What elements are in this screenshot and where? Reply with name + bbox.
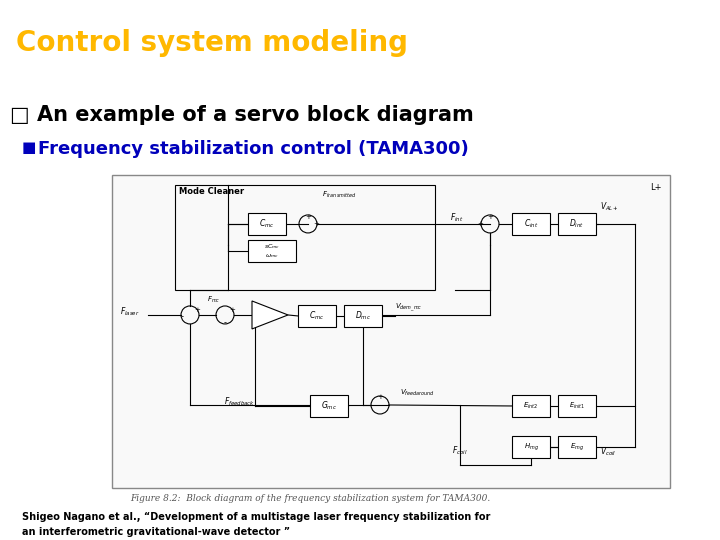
Text: $C_{int}$: $C_{int}$: [523, 218, 539, 230]
Text: -: -: [181, 313, 184, 321]
Text: $V_{dem\_mc}$: $V_{dem\_mc}$: [395, 302, 423, 314]
Polygon shape: [252, 301, 288, 329]
Text: $F_{int}$: $F_{int}$: [450, 212, 464, 224]
Text: Shigeo Nagano et al., “Development of a multistage laser frequency stabilization: Shigeo Nagano et al., “Development of a …: [22, 512, 490, 522]
Text: Mode Cleaner: Mode Cleaner: [179, 187, 244, 196]
Text: +: +: [377, 394, 383, 400]
Bar: [558, 395, 596, 417]
Bar: [248, 213, 286, 235]
Text: L+: L+: [650, 183, 662, 192]
Text: $E_{mg}$: $E_{mg}$: [570, 441, 584, 453]
Text: Control system modeling: Control system modeling: [16, 29, 408, 57]
Text: +: +: [477, 221, 483, 227]
Text: □ An example of a servo block diagram: □ An example of a servo block diagram: [10, 105, 474, 125]
Text: $H_{mg}$: $H_{mg}$: [523, 441, 539, 453]
Text: +: +: [194, 307, 200, 313]
Text: $E_{int2}$: $E_{int2}$: [523, 401, 539, 411]
Text: $F_{laser}$: $F_{laser}$: [120, 306, 140, 318]
Bar: [512, 395, 550, 417]
Text: $G_{mc}$: $G_{mc}$: [321, 400, 337, 412]
Text: $V_{coil}$: $V_{coil}$: [600, 446, 616, 458]
Text: -: -: [223, 319, 227, 327]
Text: $D_{int}$: $D_{int}$: [570, 218, 585, 230]
Text: ■: ■: [22, 140, 37, 155]
Text: $sC_{mc}$
$\omega_{mc}$: $sC_{mc}$ $\omega_{mc}$: [264, 242, 280, 260]
Bar: [310, 395, 348, 417]
Bar: [298, 305, 336, 327]
Bar: [248, 240, 296, 262]
Text: $F_{mc}$: $F_{mc}$: [207, 295, 220, 305]
Bar: [512, 213, 550, 235]
Text: $D_{mc}$: $D_{mc}$: [355, 310, 371, 322]
Text: an interferometric gravitational-wave detector ”: an interferometric gravitational-wave de…: [22, 527, 290, 537]
Text: +: +: [229, 307, 235, 313]
Text: $C_{mc}$: $C_{mc}$: [310, 310, 325, 322]
Bar: [344, 305, 382, 327]
Text: Figure 8.2:  Block diagram of the frequency stabilization system for TAMA300.: Figure 8.2: Block diagram of the frequen…: [130, 494, 490, 503]
Text: +: +: [487, 214, 493, 220]
Bar: [112, 175, 670, 488]
Text: $F_{coil}$: $F_{coil}$: [452, 445, 468, 457]
Bar: [175, 185, 435, 290]
Bar: [558, 213, 596, 235]
Text: $V_{AL+}$: $V_{AL+}$: [600, 201, 619, 213]
Text: $F_{feedback}$: $F_{feedback}$: [224, 396, 255, 408]
Bar: [558, 436, 596, 458]
Text: $E_{init1}$: $E_{init1}$: [569, 401, 585, 411]
Text: $V_{feedaround}$: $V_{feedaround}$: [400, 388, 435, 398]
Text: +: +: [313, 221, 319, 227]
Bar: [512, 436, 550, 458]
Text: $F_{transmitted}$: $F_{transmitted}$: [322, 190, 356, 200]
Text: +: +: [305, 214, 311, 220]
Text: Frequency stabilization control (TAMA300): Frequency stabilization control (TAMA300…: [38, 140, 469, 158]
Text: -: -: [387, 402, 390, 408]
Text: $C_{mc}$: $C_{mc}$: [259, 218, 275, 230]
